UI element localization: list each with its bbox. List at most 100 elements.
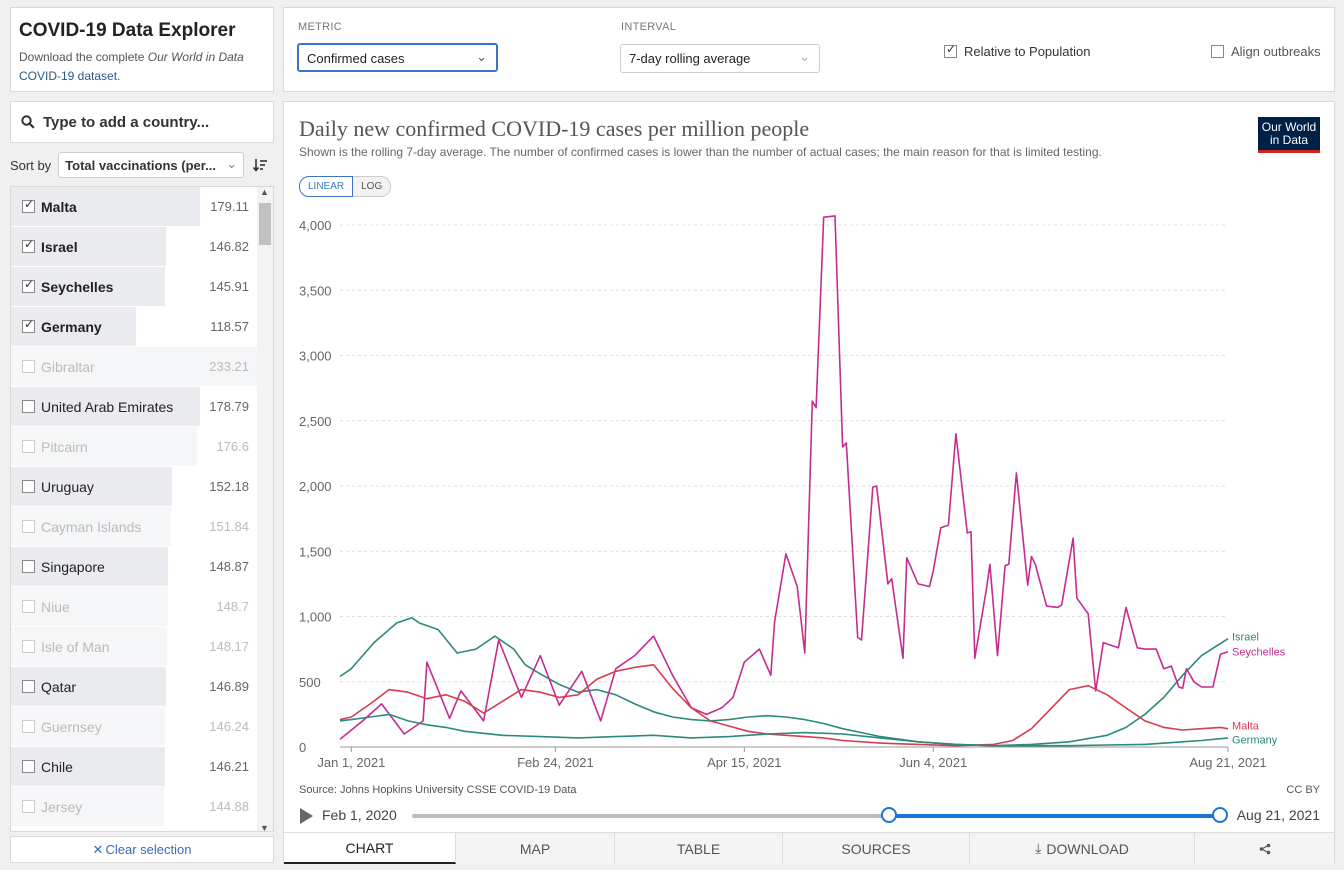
country-checkbox[interactable] <box>22 680 35 693</box>
tab-map[interactable]: MAP <box>456 833 615 864</box>
country-row-content: Malta 179.11 <box>11 197 259 215</box>
scrollbar-thumb[interactable] <box>259 203 271 245</box>
clear-selection-label: Clear selection <box>105 842 192 857</box>
country-row[interactable]: Germany 118.57 <box>11 307 273 347</box>
country-row[interactable]: Chile 146.21 <box>11 747 273 787</box>
tab-chart[interactable]: CHART <box>284 833 456 864</box>
country-name: Malta <box>41 198 77 215</box>
country-row[interactable]: Seychelles 145.91 <box>11 267 273 307</box>
country-name: Seychelles <box>41 278 114 295</box>
owid-logo[interactable]: Our World in Data <box>1258 117 1320 153</box>
country-row[interactable]: Israel 146.82 <box>11 227 273 267</box>
view-tabs: CHART MAP TABLE SOURCES ⤓ DOWNLOAD <box>284 832 1334 864</box>
linear-scale-button[interactable]: LINEAR <box>299 176 354 197</box>
chevron-down-icon: ⌄ <box>799 49 810 64</box>
download-label: DOWNLOAD <box>1046 840 1129 857</box>
country-value: 144.88 <box>209 799 249 814</box>
chart-license[interactable]: CC BY <box>1286 784 1320 796</box>
country-checkbox[interactable] <box>22 197 35 213</box>
country-value-bar <box>11 667 166 706</box>
country-row-content: Germany 118.57 <box>11 317 259 335</box>
tab-table[interactable]: TABLE <box>615 833 783 864</box>
country-row: Guernsey 146.24 <box>11 707 273 747</box>
country-value-bar <box>11 547 169 586</box>
series-label: Israel <box>1232 632 1259 644</box>
sort-order-icon[interactable] <box>252 157 268 173</box>
metric-select[interactable]: Confirmed cases ⌄ <box>297 43 498 72</box>
country-row-content: Gibraltar 233.21 <box>11 359 259 375</box>
timeline-start-handle[interactable] <box>880 807 897 823</box>
country-name: Uruguay <box>41 478 94 495</box>
y-tick-label: 1,500 <box>299 544 332 559</box>
country-checkbox[interactable] <box>22 237 35 253</box>
country-row-content: Cayman Islands 151.84 <box>11 519 259 535</box>
relative-checkbox[interactable] <box>944 42 957 58</box>
align-outbreaks-toggle[interactable]: Align outbreaks <box>1211 44 1321 59</box>
list-scrollbar[interactable]: ▲ ▼ <box>257 187 273 832</box>
relative-to-population-toggle[interactable]: Relative to Population <box>944 42 1091 59</box>
country-row[interactable]: Singapore 148.87 <box>11 547 273 587</box>
y-tick-label: 3,000 <box>299 349 332 364</box>
tab-download[interactable]: ⤓ DOWNLOAD <box>970 833 1195 864</box>
interval-label: INTERVAL <box>621 21 677 33</box>
x-tick-label: Feb 24, 2021 <box>517 755 594 770</box>
country-row[interactable]: Qatar 146.89 <box>11 667 273 707</box>
country-row-content: Israel 146.82 <box>11 237 259 255</box>
metric-value: Confirmed cases <box>307 51 405 66</box>
country-row[interactable]: United Arab Emirates 178.79 <box>11 387 273 427</box>
country-value: 233.21 <box>209 359 249 374</box>
country-value-bar <box>11 187 200 226</box>
chart-subtitle: Shown is the rolling 7-day average. The … <box>299 145 1102 159</box>
country-value: 146.24 <box>209 719 249 734</box>
country-checkbox <box>22 520 35 533</box>
sort-label: Sort by <box>10 157 52 173</box>
country-row-content: Pitcairn 176.6 <box>11 439 259 455</box>
dataset-link[interactable]: COVID-19 dataset. <box>19 69 121 83</box>
logo-line-1: Our World <box>1261 120 1317 134</box>
country-checkbox[interactable] <box>22 480 35 493</box>
timeline-end-label: Aug 21, 2021 <box>1236 807 1320 823</box>
country-row[interactable]: Uruguay 152.18 <box>11 467 273 507</box>
country-row[interactable]: Malta 179.11 <box>11 187 273 227</box>
country-checkbox[interactable] <box>22 317 35 333</box>
share-button[interactable] <box>1195 833 1334 864</box>
country-row: Cayman Islands 151.84 <box>11 507 273 547</box>
sort-select[interactable]: Total vaccinations (per... ⌄ <box>58 152 245 178</box>
country-value-bar <box>11 747 166 786</box>
country-value-bar <box>11 267 165 306</box>
metric-label: METRIC <box>298 21 342 33</box>
tab-sources[interactable]: SOURCES <box>783 833 970 864</box>
sort-value: Total vaccinations (per... <box>65 158 216 173</box>
relative-label: Relative to Population <box>964 44 1091 59</box>
scale-toggle: LINEAR LOG <box>299 176 392 197</box>
timeline-end-handle[interactable] <box>1212 807 1228 823</box>
play-icon[interactable] <box>300 808 313 824</box>
scroll-down-icon[interactable]: ▼ <box>260 823 269 832</box>
search-placeholder: Type to add a country... <box>43 113 210 131</box>
country-row: Pitcairn 176.6 <box>11 427 273 467</box>
country-checkbox[interactable] <box>22 760 35 773</box>
country-checkbox[interactable] <box>22 400 35 413</box>
y-tick-label: 1,000 <box>299 610 332 625</box>
country-value-bar <box>11 427 198 466</box>
country-checkbox[interactable] <box>22 277 35 293</box>
series-line-germany <box>339 713 1229 747</box>
x-tick-label: Jun 4, 2021 <box>899 755 967 770</box>
y-tick-label: 4,000 <box>299 218 332 233</box>
country-checkbox[interactable] <box>22 560 35 573</box>
log-scale-button[interactable]: LOG <box>353 176 392 197</box>
country-row-content: Niue 148.7 <box>11 599 259 615</box>
timeline-track[interactable] <box>412 807 1228 823</box>
scroll-up-icon[interactable]: ▲ <box>260 187 269 197</box>
y-tick-label: 3,500 <box>299 283 332 298</box>
series-line-seychelles <box>339 215 1229 740</box>
country-value: 145.91 <box>209 279 249 294</box>
y-tick-label: 0 <box>299 740 306 755</box>
country-value: 148.87 <box>209 559 249 574</box>
country-name: Niue <box>41 598 70 615</box>
align-checkbox[interactable] <box>1211 45 1224 58</box>
country-search-input[interactable]: Type to add a country... <box>10 101 274 143</box>
interval-select[interactable]: 7-day rolling average ⌄ <box>620 44 820 73</box>
clear-selection-button[interactable]: ✕ Clear selection <box>10 836 274 863</box>
country-checkbox <box>22 800 35 813</box>
